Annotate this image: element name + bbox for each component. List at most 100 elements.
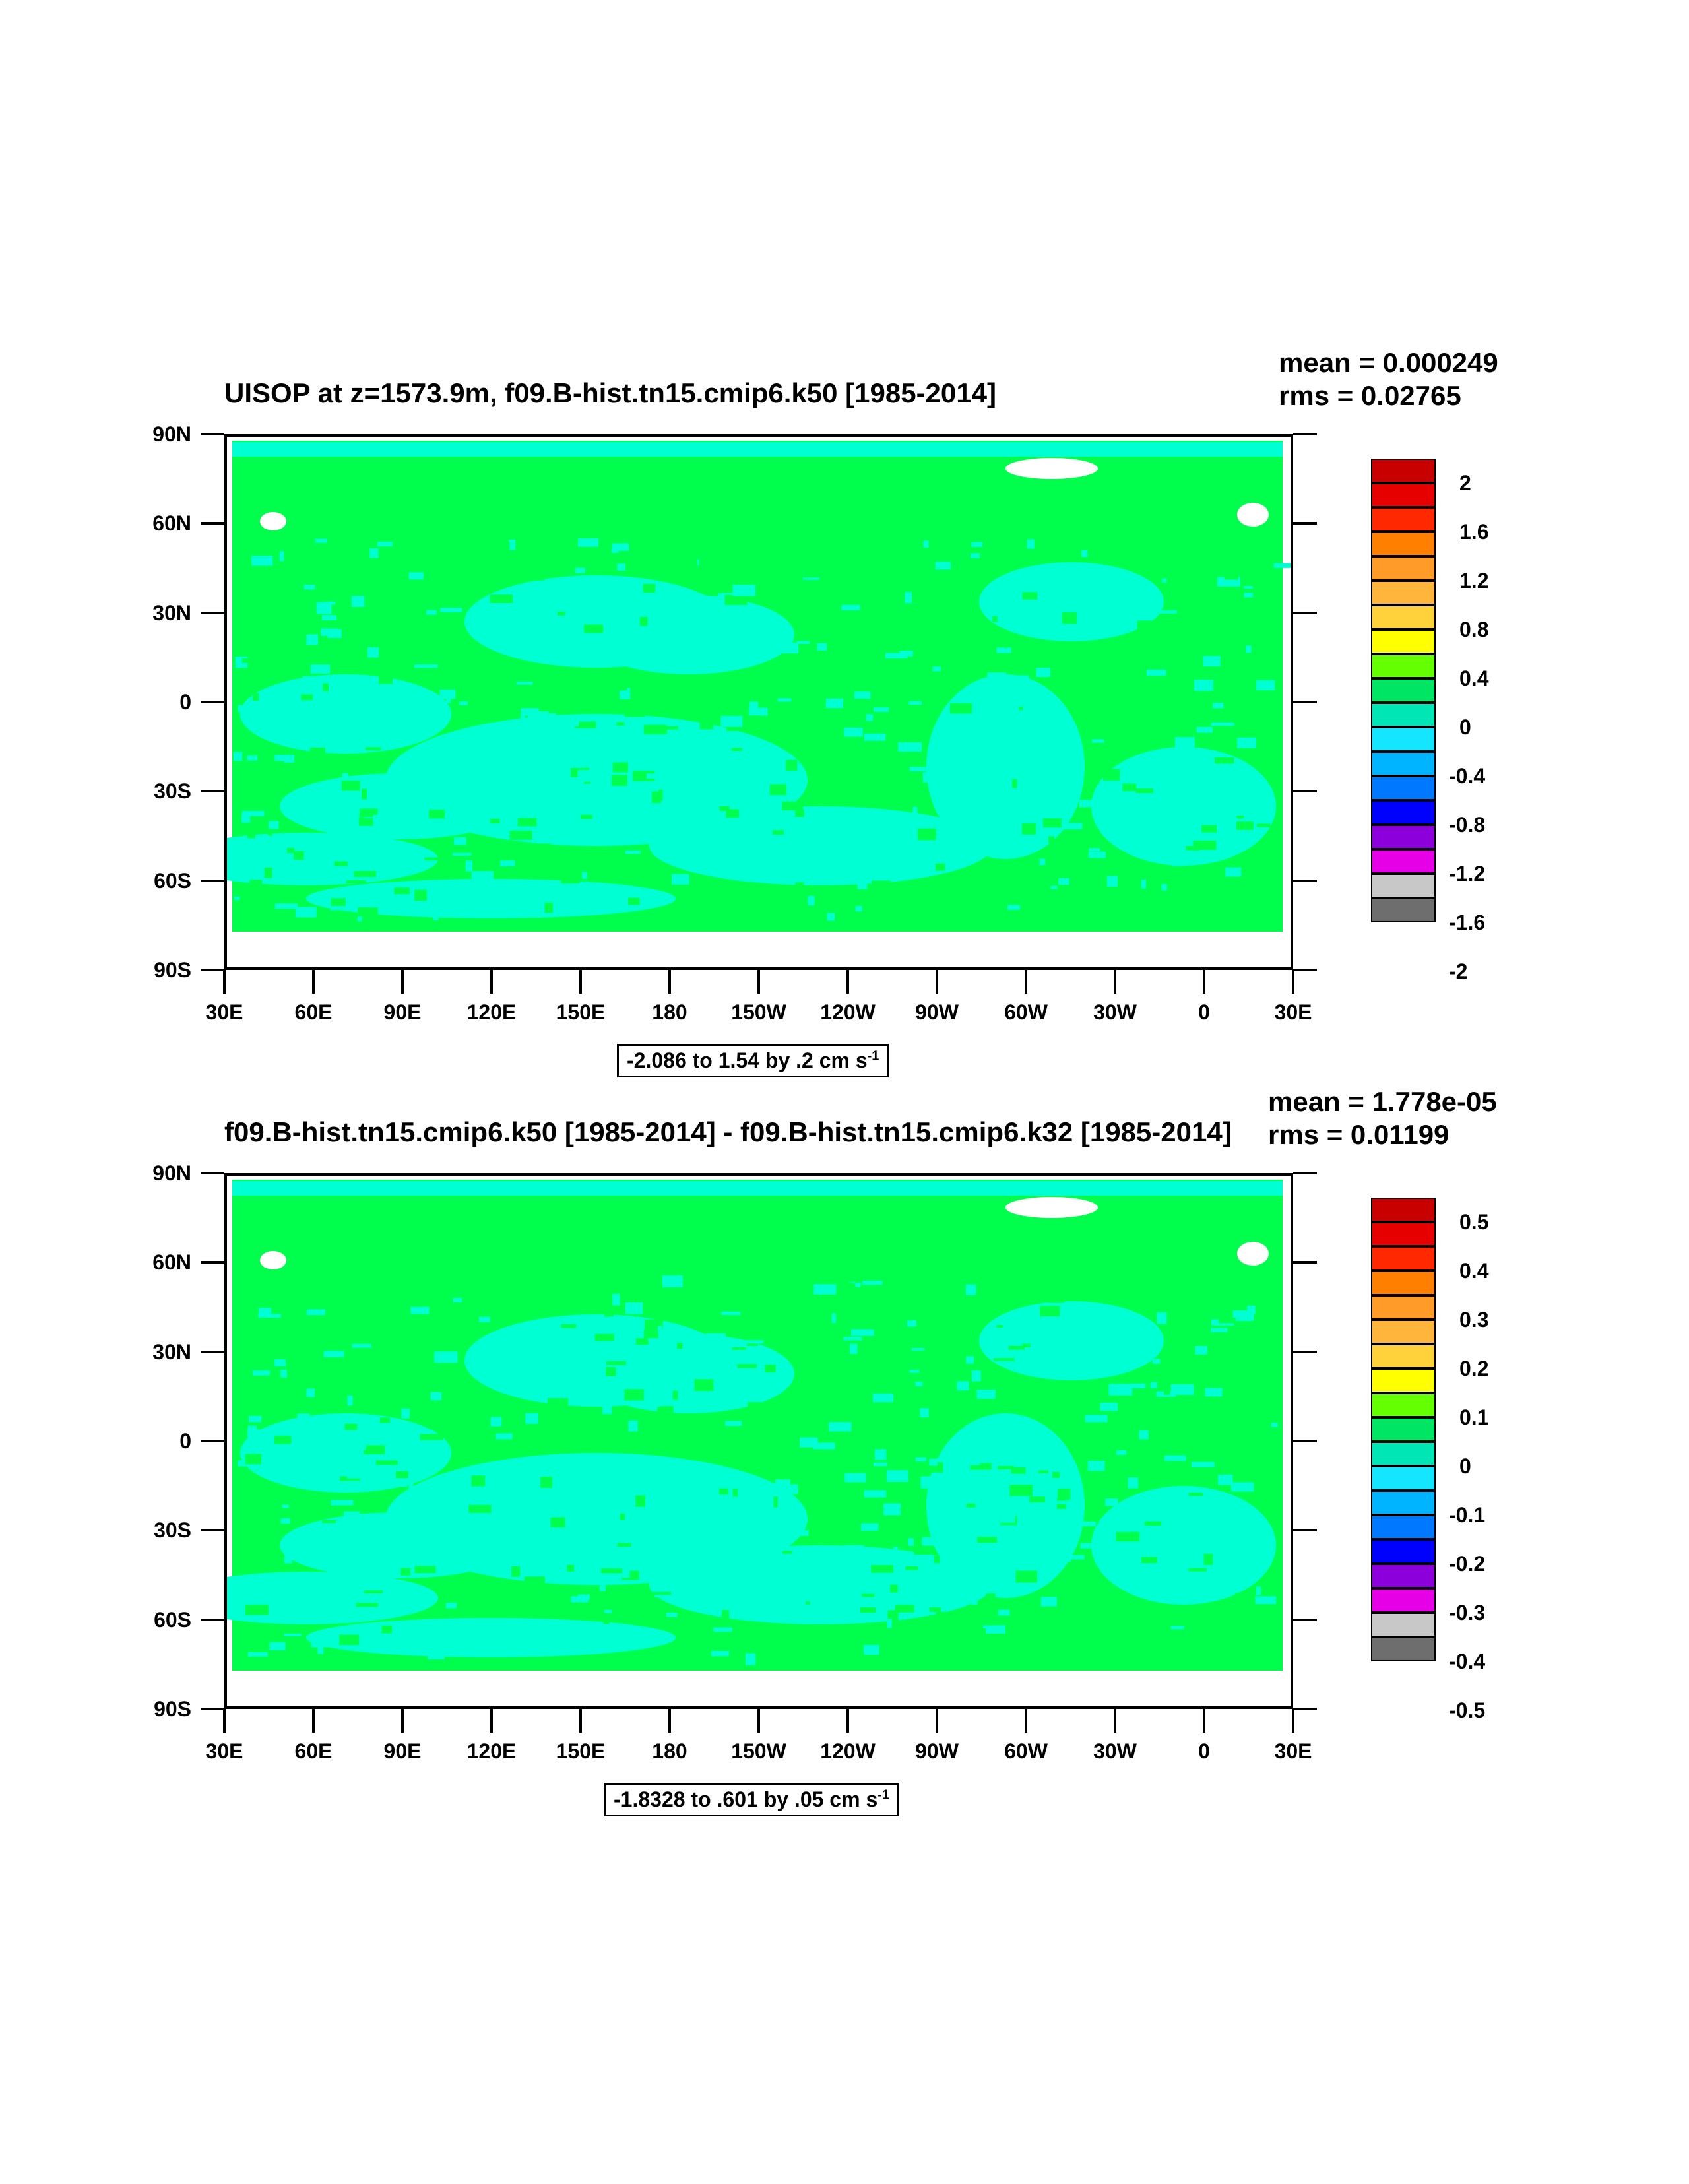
field-speckle xyxy=(628,897,640,905)
field-speckle xyxy=(857,883,868,889)
field-speckle xyxy=(1196,726,1213,733)
field-speckle xyxy=(1130,846,1145,853)
field-speckle xyxy=(1068,1606,1089,1618)
lat-tick xyxy=(201,879,224,882)
field-speckle xyxy=(381,1324,400,1335)
field-speckle xyxy=(322,1520,340,1524)
field-speckle xyxy=(462,889,479,898)
lat-tick xyxy=(201,1261,224,1264)
field-speckle xyxy=(612,1519,629,1529)
field-speckle xyxy=(280,1518,290,1524)
field-speckle xyxy=(624,1389,644,1401)
field-speckle xyxy=(375,631,400,640)
field-speckle xyxy=(732,1349,750,1360)
field-speckle xyxy=(1043,818,1062,828)
field-speckle xyxy=(912,728,930,738)
field-speckle xyxy=(608,1570,630,1578)
field-speckle xyxy=(437,563,447,566)
field-speckle xyxy=(495,1433,513,1440)
field-speckle xyxy=(998,1609,1010,1616)
field-speckle xyxy=(651,1400,660,1407)
field-speckle xyxy=(920,1476,941,1489)
field-speckle xyxy=(800,1426,821,1436)
field-speckle xyxy=(369,548,379,558)
field-speckle xyxy=(373,815,397,821)
field-speckle xyxy=(1228,835,1251,846)
field-speckle xyxy=(523,603,529,614)
field-speckle xyxy=(245,1454,262,1465)
lon-label: 150E xyxy=(556,1739,606,1763)
field-speckle xyxy=(934,1555,940,1564)
field-speckle xyxy=(299,1469,323,1473)
field-speckle xyxy=(1133,895,1147,900)
field-speckle xyxy=(554,797,567,802)
field-speckle xyxy=(769,784,787,796)
field-speckle xyxy=(1058,1489,1071,1500)
field-speckle xyxy=(321,855,329,862)
field-speckle xyxy=(977,628,988,633)
lat-tick xyxy=(1293,969,1317,971)
field-speckle xyxy=(1205,1388,1223,1397)
field-speckle xyxy=(584,624,604,633)
field-speckle xyxy=(1219,626,1242,631)
field-speckle xyxy=(582,870,605,877)
field-speckle xyxy=(623,648,629,655)
field-speckle xyxy=(903,835,918,843)
field-speckle xyxy=(278,1468,288,1477)
colorbar-swatch xyxy=(1371,703,1436,727)
field-speckle xyxy=(741,1551,746,1559)
field-speckle xyxy=(915,1382,923,1386)
field-speckle xyxy=(347,1474,362,1479)
field-speckle xyxy=(404,1532,415,1538)
field-speckle xyxy=(321,628,338,636)
field-speckle xyxy=(465,860,473,872)
field-speckle xyxy=(383,544,402,554)
field-speckle xyxy=(745,1653,756,1665)
field-speckle xyxy=(1162,578,1167,583)
field-speckle xyxy=(1118,1510,1125,1520)
field-speckle xyxy=(323,683,329,691)
field-speckle xyxy=(810,1625,833,1631)
colorbar-swatch xyxy=(1371,752,1436,776)
field-speckle xyxy=(295,907,317,918)
field-speckle xyxy=(681,1296,689,1301)
field-arctic-band xyxy=(232,442,1283,457)
lat-label: 0 xyxy=(179,690,191,714)
field-speckle xyxy=(1152,1284,1159,1291)
field-speckle xyxy=(575,567,585,573)
field-speckle xyxy=(1164,1384,1170,1395)
field-speckle xyxy=(1241,691,1263,699)
field-speckle xyxy=(341,628,351,638)
field-speckle xyxy=(792,684,798,695)
field-speckle xyxy=(408,572,424,580)
field-speckle xyxy=(1040,1597,1057,1607)
field-speckle xyxy=(922,1537,941,1546)
colorbar-label: 0 xyxy=(1459,715,1471,739)
field-speckle xyxy=(777,1535,784,1543)
lon-tick xyxy=(846,970,849,994)
field-speckle xyxy=(354,871,377,877)
field-speckle xyxy=(402,642,414,653)
lat-label: 30S xyxy=(154,1518,191,1543)
field-speckle xyxy=(447,685,454,692)
field-speckle xyxy=(918,828,936,841)
missing-region xyxy=(1237,503,1269,527)
field-speckle xyxy=(658,789,663,801)
field-speckle xyxy=(1273,563,1291,568)
field-speckle xyxy=(912,591,924,604)
field-speckle xyxy=(603,1621,610,1624)
panel-1-rms: rms = 0.02765 xyxy=(1279,380,1461,411)
field-speckle xyxy=(873,1462,888,1467)
field-speckle xyxy=(1100,799,1108,810)
field-speckle xyxy=(887,1619,892,1628)
field-speckle xyxy=(1052,1471,1060,1478)
field-speckle xyxy=(719,1635,730,1639)
field-speckle xyxy=(524,1576,545,1588)
field-speckle xyxy=(1022,823,1036,835)
field-speckle xyxy=(845,1545,864,1551)
field-speckle xyxy=(1027,1438,1049,1450)
field-speckle xyxy=(805,1601,810,1605)
field-speckle xyxy=(545,1502,557,1508)
field-speckle xyxy=(851,1329,874,1336)
field-speckle xyxy=(1085,1415,1108,1423)
